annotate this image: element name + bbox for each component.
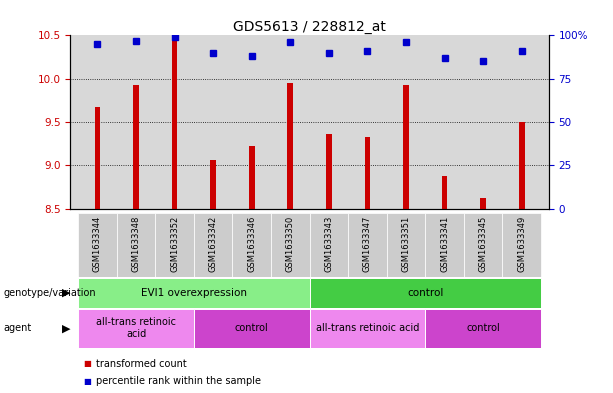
Text: agent: agent — [3, 323, 31, 333]
Bar — [310, 278, 541, 308]
Text: EVI1 overexpression: EVI1 overexpression — [141, 288, 247, 298]
Text: ▶: ▶ — [62, 323, 70, 333]
Bar — [464, 213, 503, 277]
Bar — [310, 213, 348, 277]
Bar — [249, 146, 254, 209]
Bar — [94, 107, 101, 209]
Text: GSM1633350: GSM1633350 — [286, 216, 295, 272]
Bar — [155, 213, 194, 277]
Bar — [425, 213, 464, 277]
Text: GSM1633342: GSM1633342 — [208, 216, 218, 272]
Text: GSM1633347: GSM1633347 — [363, 216, 372, 272]
Bar — [78, 278, 310, 308]
Bar — [310, 309, 425, 348]
Bar — [287, 83, 293, 209]
Text: GSM1633346: GSM1633346 — [247, 216, 256, 272]
Bar — [441, 176, 447, 209]
Text: all-trans retinoic acid: all-trans retinoic acid — [316, 323, 419, 333]
Bar — [425, 309, 541, 348]
Text: GSM1633352: GSM1633352 — [170, 216, 179, 272]
Text: ▶: ▶ — [62, 288, 70, 298]
Bar — [78, 213, 116, 277]
Text: percentile rank within the sample: percentile rank within the sample — [96, 376, 261, 386]
Text: control: control — [466, 323, 500, 333]
Bar — [78, 309, 194, 348]
Bar — [116, 213, 155, 277]
Text: GSM1633348: GSM1633348 — [132, 216, 140, 272]
Bar — [271, 213, 310, 277]
Bar — [387, 213, 425, 277]
Text: GSM1633343: GSM1633343 — [324, 216, 333, 272]
Title: GDS5613 / 228812_at: GDS5613 / 228812_at — [233, 20, 386, 34]
Text: GSM1633351: GSM1633351 — [402, 216, 411, 272]
Bar — [232, 213, 271, 277]
Text: GSM1633345: GSM1633345 — [479, 216, 487, 272]
Text: transformed count: transformed count — [96, 358, 187, 369]
Text: control: control — [235, 323, 268, 333]
Bar — [194, 213, 232, 277]
Bar — [365, 137, 370, 209]
Bar — [172, 41, 178, 209]
Bar — [519, 122, 525, 209]
Bar — [210, 160, 216, 209]
Bar — [194, 309, 310, 348]
Bar — [133, 85, 139, 209]
Text: genotype/variation: genotype/variation — [3, 288, 96, 298]
Text: GSM1633341: GSM1633341 — [440, 216, 449, 272]
Bar — [480, 198, 486, 209]
Text: ■: ■ — [83, 377, 91, 386]
Bar — [503, 213, 541, 277]
Text: control: control — [407, 288, 443, 298]
Bar — [403, 85, 409, 209]
Text: GSM1633344: GSM1633344 — [93, 216, 102, 272]
Text: all-trans retinoic
acid: all-trans retinoic acid — [96, 318, 176, 339]
Text: GSM1633349: GSM1633349 — [517, 216, 526, 272]
Text: ■: ■ — [83, 359, 91, 368]
Bar — [348, 213, 387, 277]
Bar — [326, 134, 332, 209]
